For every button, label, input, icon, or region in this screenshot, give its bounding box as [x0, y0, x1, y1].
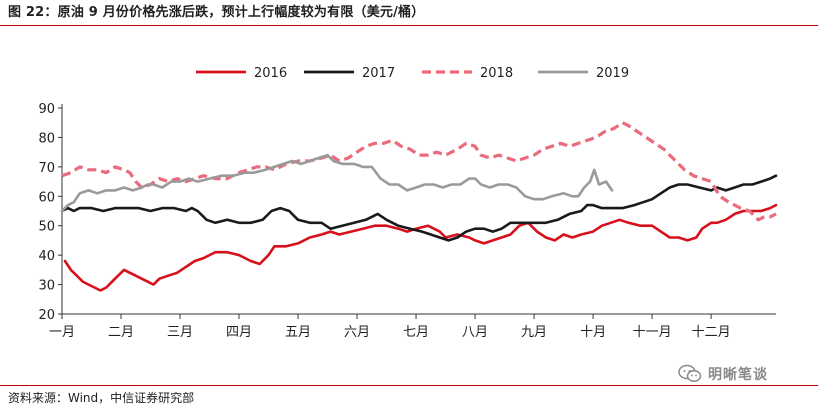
y-tick-label: 30 [38, 279, 55, 294]
figure-title: 图 22：原油 9 月份价格先涨后跌，预计上行幅度较为有限（美元/桶） [8, 5, 425, 20]
x-tick-label: 一月 [49, 325, 75, 340]
legend-label-2018: 2018 [480, 66, 513, 81]
y-tick-label: 90 [38, 102, 55, 117]
plot-area: 20 30 40 50 60 70 80 90 一月 二月 三月 四月 五月 六月 七月 八月 九月 十月 十一月… [38, 102, 778, 340]
y-tick-label: 40 [38, 249, 55, 264]
x-tick-label: 八月 [462, 325, 488, 340]
x-tick-label: 七月 [403, 325, 429, 340]
series-line-2018 [61, 121, 777, 222]
series-line-2019 [60, 153, 614, 213]
y-tick-label: 60 [38, 190, 55, 205]
source-divider [0, 385, 818, 386]
line-chart: 2016 2017 2018 2019 20 30 40 50 60 70 80 90 一月 二月 三月… [38, 66, 778, 340]
title-divider [0, 25, 818, 26]
x-tick-label: 九月 [521, 325, 547, 340]
x-tick-label: 十月 [580, 325, 606, 340]
y-tick-label: 70 [38, 161, 55, 176]
y-tick-label: 20 [38, 308, 55, 323]
y-tick-label: 80 [38, 131, 55, 146]
legend-label-2016: 2016 [254, 66, 287, 81]
x-tick-label: 六月 [344, 325, 370, 340]
series-line-2017 [60, 174, 778, 242]
x-tick-label: 十二月 [692, 325, 731, 340]
chart-legend: 2016 2017 2018 2019 [196, 66, 629, 81]
x-tick-label: 三月 [167, 325, 193, 340]
legend-label-2017: 2017 [362, 66, 395, 81]
legend-label-2019: 2019 [596, 66, 629, 81]
x-tick-label: 五月 [285, 325, 311, 340]
source-note: 资料来源：Wind，中信证券研究部 [8, 391, 195, 405]
x-tick-label: 二月 [108, 325, 134, 340]
y-tick-label: 50 [38, 220, 55, 235]
series-lines [60, 121, 778, 292]
wechat-icon [678, 364, 702, 382]
watermark: 明晰笔谈 [678, 363, 768, 385]
series-line-2016 [63, 203, 778, 292]
x-tick-label: 四月 [226, 325, 252, 340]
y-axis: 20 30 40 50 60 70 80 90 [38, 102, 63, 323]
x-axis: 一月 二月 三月 四月 五月 六月 七月 八月 九月 十月 十一月 十二月 [49, 313, 776, 340]
x-tick-label: 十一月 [633, 325, 672, 340]
watermark-text: 明晰笔谈 [708, 367, 768, 383]
